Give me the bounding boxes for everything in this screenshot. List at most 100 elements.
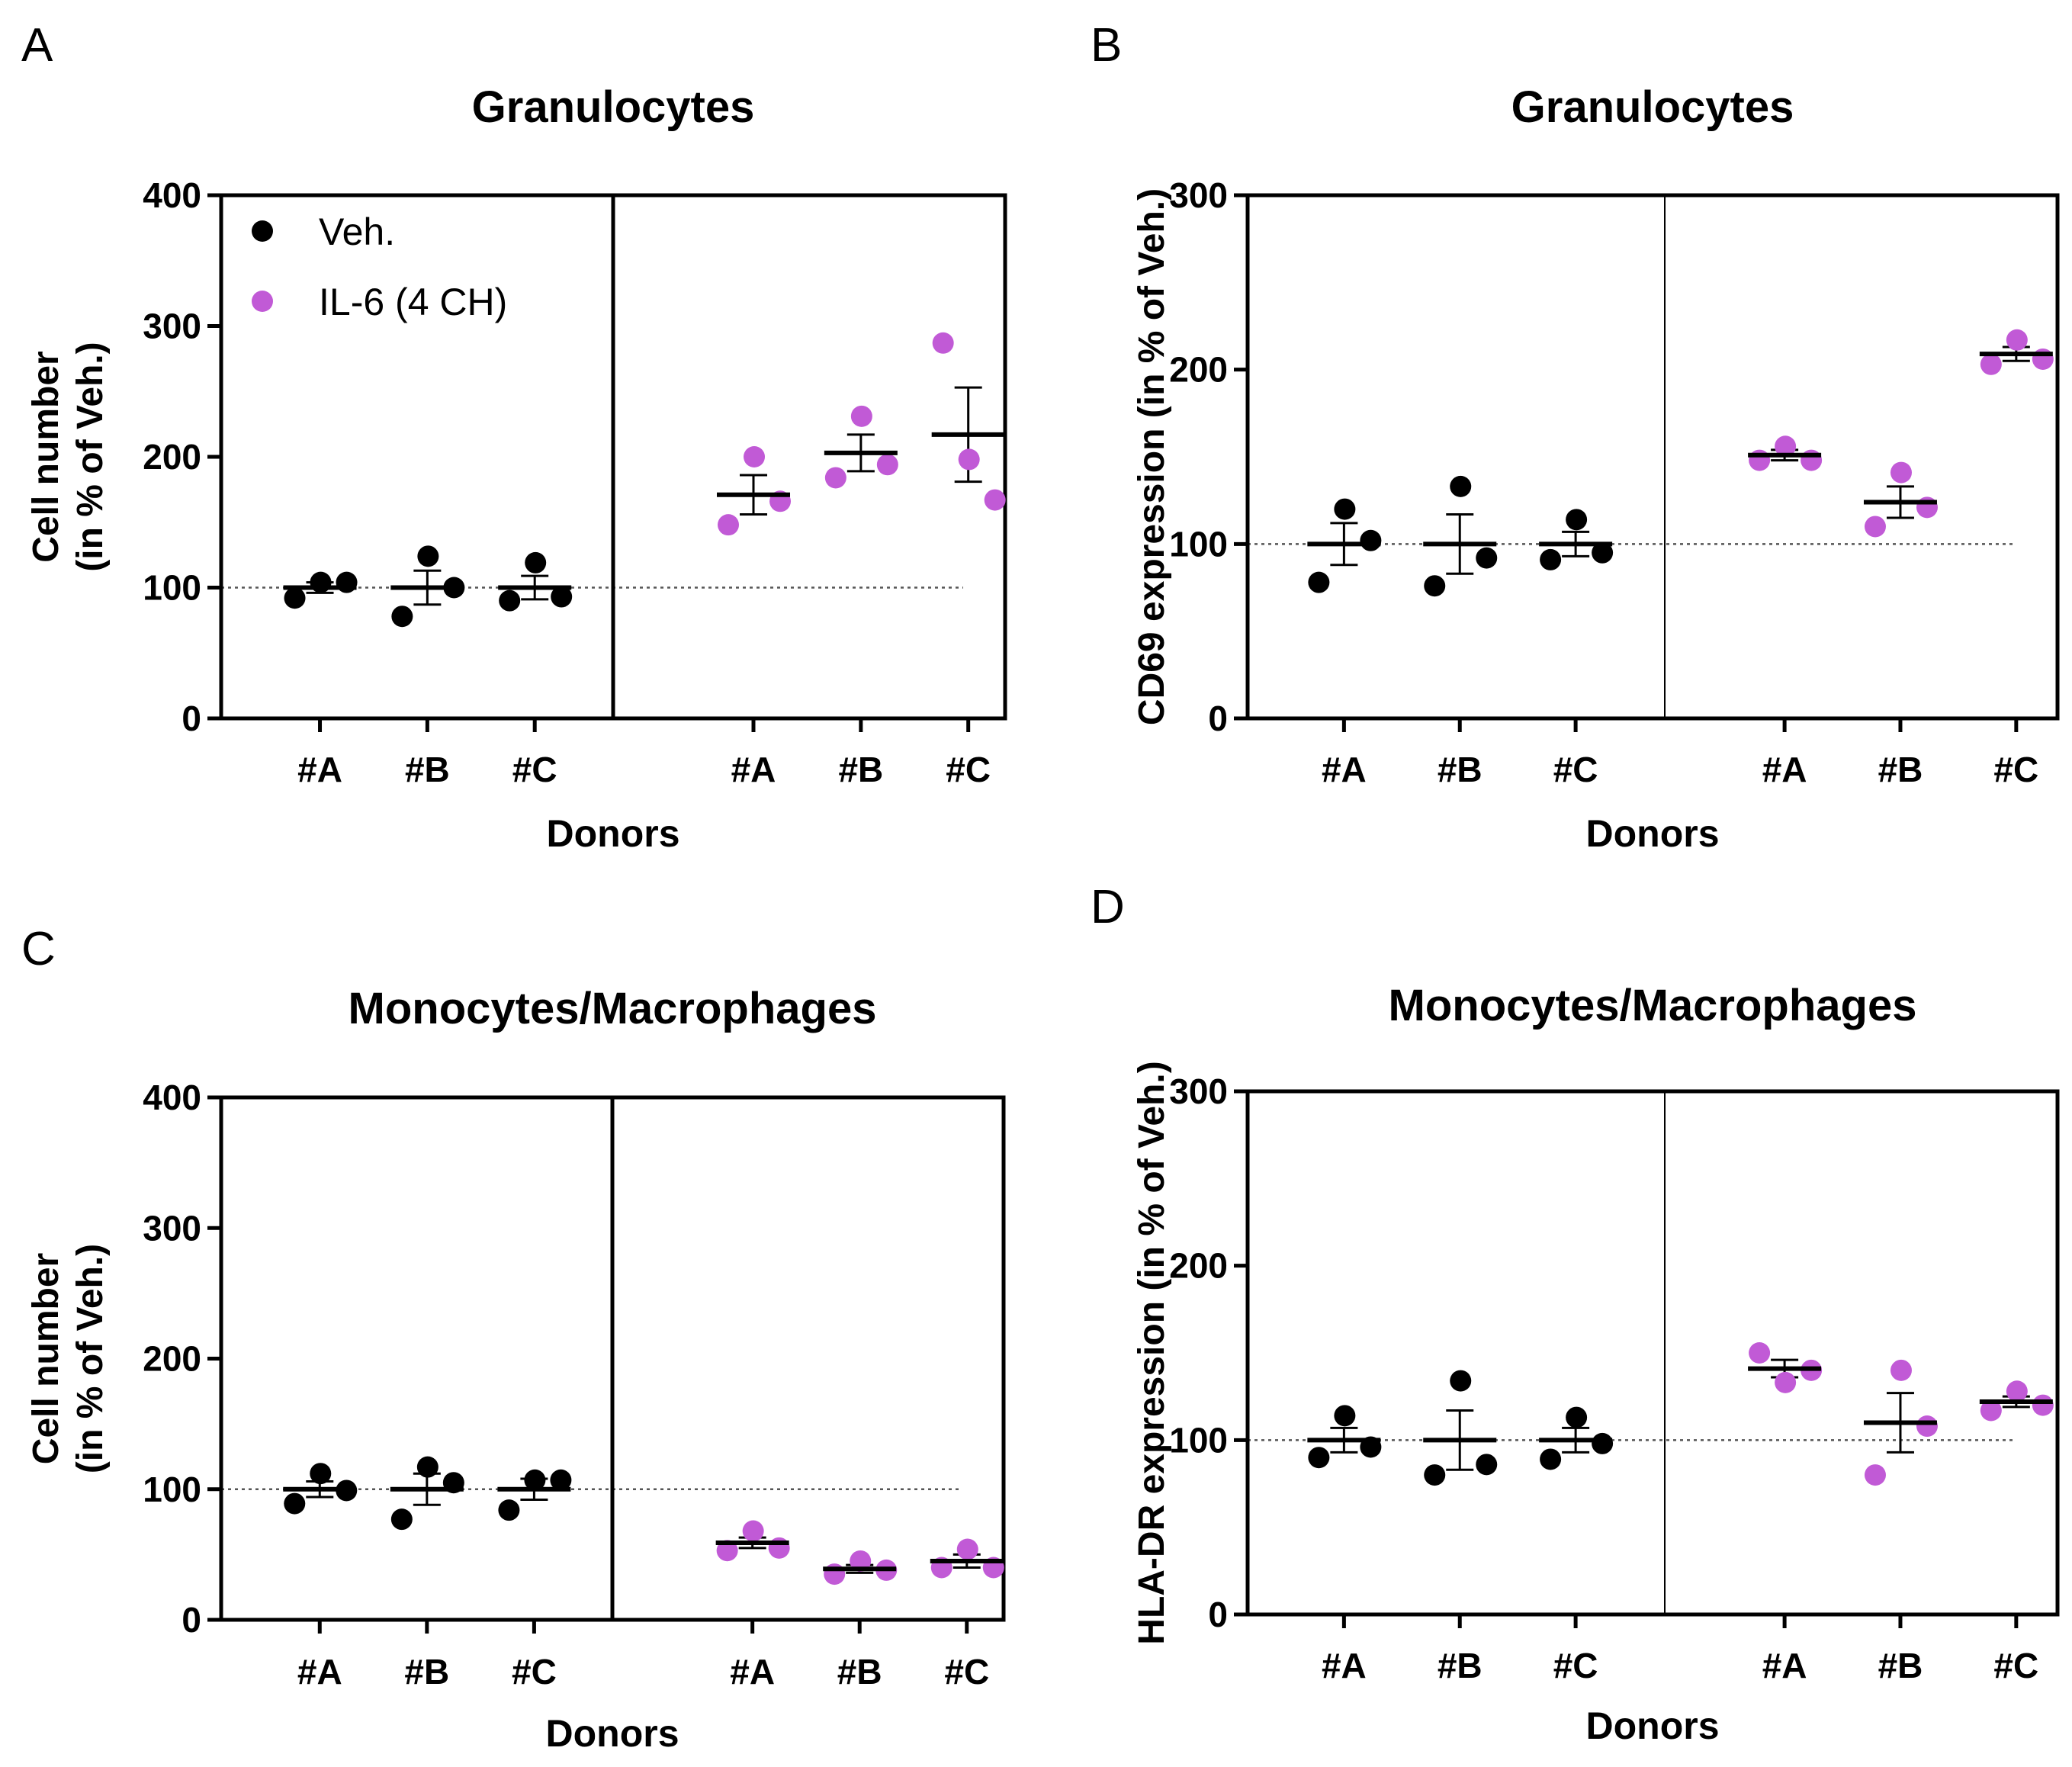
data-point <box>1980 1399 2002 1422</box>
donor-group <box>390 1456 464 1531</box>
y-tick-label: 200 <box>1169 1246 1228 1286</box>
x-tick-label: #B <box>838 750 883 789</box>
panel-c: C Monocytes/Macrophages 0 100 200 300 400 #A #B #… <box>21 923 1006 1755</box>
y-tick-label: 300 <box>1169 1071 1228 1111</box>
y-tick-label: 0 <box>1208 699 1228 738</box>
panel-letter: B <box>1091 19 1122 72</box>
donor-group <box>930 1538 1004 1579</box>
donor-group <box>1748 1342 1823 1393</box>
x-axis-label: Donors <box>547 812 680 855</box>
y-tick-label: 200 <box>1169 350 1228 390</box>
x-tick-label: #B <box>404 1652 449 1692</box>
data-point <box>1334 1405 1356 1427</box>
x-tick-label: #C <box>1993 750 2038 789</box>
y-axis-label: (in % of Veh.) <box>70 342 111 571</box>
data-point <box>417 545 439 567</box>
donor-group <box>717 446 792 536</box>
x-tick-label: #B <box>1438 750 1483 789</box>
data-point <box>284 1492 306 1515</box>
x-tick-label: #A <box>731 750 776 789</box>
y-tick-label: 100 <box>1169 524 1228 564</box>
donor-group <box>931 332 1006 511</box>
data-point <box>1360 529 1382 551</box>
panel-letter: A <box>21 19 53 72</box>
panel-letter: C <box>21 923 56 975</box>
y-tick-label: 100 <box>143 568 201 608</box>
plot-frame <box>1245 1089 2060 1617</box>
x-tick-label: #C <box>512 750 557 789</box>
x-tick-label: #A <box>1322 750 1367 789</box>
data-point <box>1592 541 1614 564</box>
y-tick-label: 100 <box>143 1470 201 1509</box>
data-point <box>284 587 306 609</box>
y-tick-label: 400 <box>143 1078 201 1117</box>
data-point <box>742 1520 764 1542</box>
data-point <box>498 1499 520 1521</box>
data-point <box>1916 1415 1938 1438</box>
data-point <box>1308 571 1330 593</box>
y-tick-label: 300 <box>143 1208 201 1248</box>
x-tick-label: #B <box>837 1652 882 1692</box>
data-point <box>984 489 1006 511</box>
data-point <box>1450 475 1472 497</box>
y-tick-label: 0 <box>1208 1595 1228 1634</box>
x-tick-label: #A <box>1762 1646 1807 1685</box>
x-axis-label: Donors <box>1586 1704 1720 1747</box>
data-point <box>1864 1464 1886 1486</box>
donor-group <box>1979 329 2054 375</box>
donor-group <box>1748 435 1823 471</box>
donor-group <box>1979 1380 2054 1422</box>
data-point <box>1890 1359 1912 1381</box>
data-point <box>1476 547 1498 569</box>
y-axis-label: Cell number <box>26 351 66 562</box>
donor-group <box>283 1463 358 1515</box>
chart-title: Granulocytes <box>472 82 755 132</box>
donor-group <box>497 1469 572 1521</box>
data-point <box>956 1538 978 1560</box>
panel-a: A Granulocytes 0 100 200 300 400 #A #B #C #A #B #C Do… <box>21 19 1007 855</box>
y-tick-label: 0 <box>182 1600 201 1640</box>
donor-group <box>824 405 898 489</box>
panel-letter: D <box>1091 881 1125 933</box>
y-axis-label: (in % of Veh.) <box>70 1244 111 1473</box>
legend-marker <box>252 291 273 312</box>
donor-group <box>1863 1359 1938 1486</box>
data-point <box>744 446 766 467</box>
y-tick-label: 0 <box>182 699 201 738</box>
x-axis-label: Donors <box>546 1712 679 1755</box>
data-point <box>390 1508 413 1531</box>
data-point <box>2032 1394 2054 1416</box>
data-point <box>1450 1370 1472 1392</box>
donor-group <box>1307 498 1382 593</box>
donor-group <box>1423 1370 1498 1486</box>
x-tick-label: #C <box>946 750 991 789</box>
data-point <box>716 1540 738 1562</box>
legend-label: IL-6 (4 CH) <box>319 281 507 323</box>
x-tick-label: #C <box>944 1652 989 1692</box>
data-point <box>499 590 521 612</box>
x-tick-label: #B <box>1878 750 1923 789</box>
x-tick-label: #A <box>297 750 342 789</box>
x-tick-label: #C <box>1553 750 1598 789</box>
x-tick-label: #A <box>730 1652 775 1692</box>
data-point <box>391 606 413 628</box>
data-point <box>310 1463 332 1485</box>
chart-title: Monocytes/Macrophages <box>349 984 877 1033</box>
data-point <box>958 448 980 471</box>
legend-marker <box>252 220 273 242</box>
y-tick-label: 100 <box>1169 1420 1228 1460</box>
data-point <box>1540 548 1562 570</box>
data-point <box>850 1550 872 1572</box>
x-tick-label: #A <box>297 1652 342 1692</box>
data-point <box>932 332 954 354</box>
donor-group <box>498 551 573 612</box>
donor-group <box>283 571 358 609</box>
x-tick-label: #B <box>1878 1646 1923 1685</box>
data-point <box>525 551 547 573</box>
data-point <box>824 467 846 489</box>
data-point <box>718 514 740 536</box>
data-point <box>1980 353 2002 375</box>
data-point <box>1592 1432 1614 1454</box>
y-tick-label: 400 <box>143 175 201 215</box>
x-tick-label: #C <box>1993 1646 2038 1685</box>
